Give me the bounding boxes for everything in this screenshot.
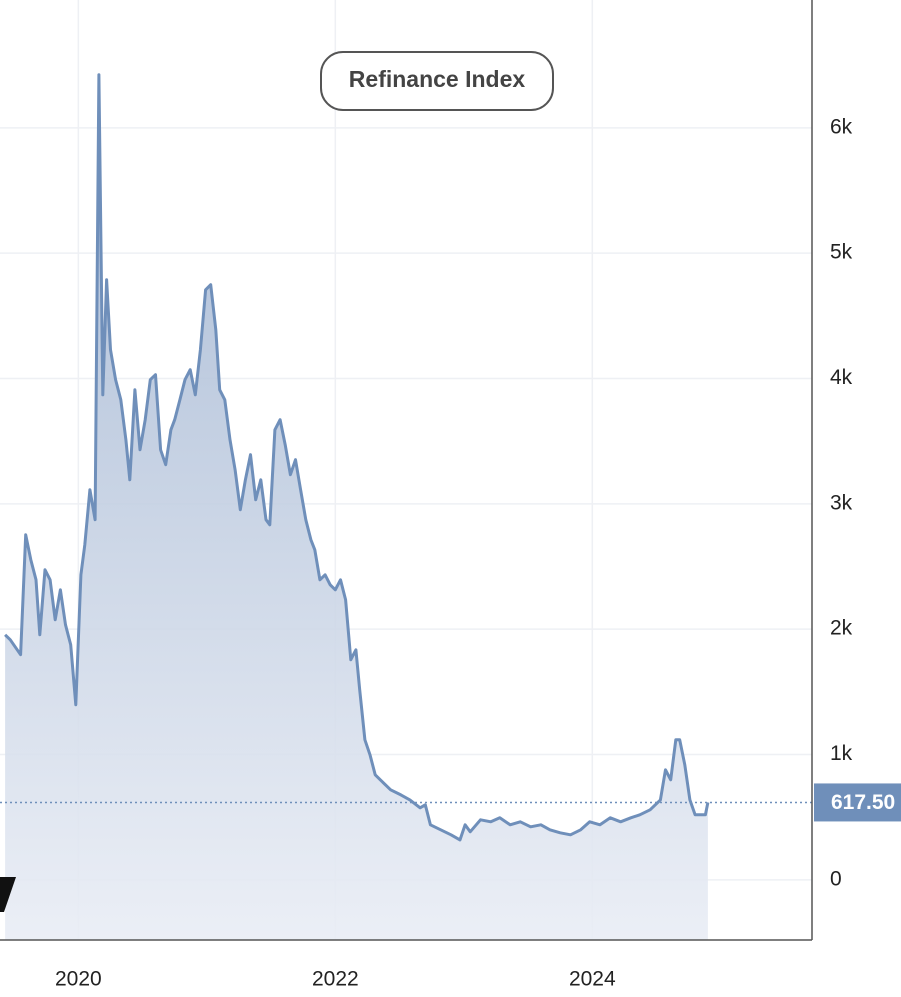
x-tick-label: 2024 xyxy=(569,968,616,991)
last-value-label: 617.50 xyxy=(831,791,895,814)
y-tick-label: 2k xyxy=(830,617,853,640)
title-box xyxy=(320,51,554,111)
last-value-box xyxy=(814,783,901,822)
x-tick-label: 2022 xyxy=(312,968,359,991)
y-tick-label: 6k xyxy=(830,115,853,138)
plot xyxy=(0,73,812,940)
chart-title: Refinance Index xyxy=(349,66,526,92)
logo xyxy=(0,877,16,912)
axes: 0 1k 2k 3k 4k 5k 6k 2020 2022 2024 617.50 xyxy=(55,115,901,991)
line xyxy=(4,73,710,842)
y-tick-label: 1k xyxy=(830,742,853,765)
y-tick-label: 4k xyxy=(830,366,853,389)
x-tick-label: 2020 xyxy=(55,968,102,991)
y-tick-label: 0 xyxy=(830,867,842,890)
area xyxy=(5,74,708,940)
y-tick-label: 5k xyxy=(830,241,853,264)
y-tick-label: 3k xyxy=(830,491,853,514)
